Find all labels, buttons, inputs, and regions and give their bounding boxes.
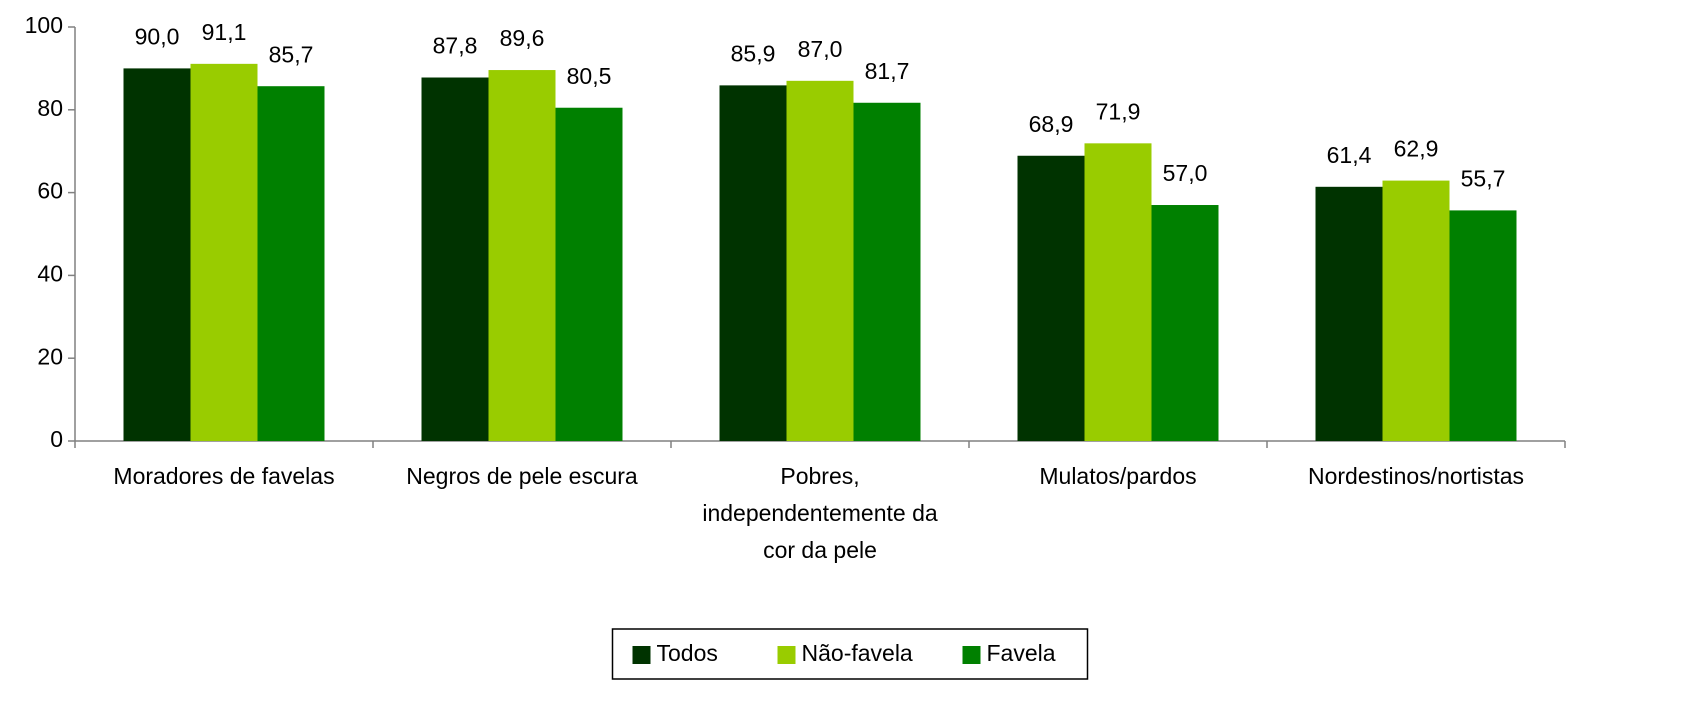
value-label: 55,7 [1461,165,1506,191]
bar [257,86,325,442]
value-label: 80,5 [567,63,612,89]
legend-swatch [962,646,981,664]
value-label: 85,9 [731,40,776,66]
bar [190,63,258,441]
value-label: 57,0 [1163,160,1208,186]
legend-label: Favela [987,640,1056,666]
bar [488,70,556,441]
value-label: 87,0 [798,36,843,62]
legend-label: Todos [657,640,718,666]
bar [786,80,854,441]
bar [1315,186,1383,441]
y-tick-label: 80 [37,95,63,121]
legend-swatch [632,646,651,664]
bar [123,68,191,442]
legend-box [611,628,1089,680]
bar [719,85,787,442]
bar [1017,155,1085,441]
y-tick-label: 40 [37,260,63,286]
value-label: 85,7 [269,41,314,67]
y-tick-label: 100 [25,12,63,38]
legend-label: Não-favela [802,640,913,666]
x-tick-label: Nordestinos/nortistas [1308,463,1524,489]
value-label: 71,9 [1096,98,1141,124]
legend-swatch [777,646,796,664]
value-label: 62,9 [1394,136,1439,162]
value-label: 91,1 [202,19,247,45]
bar [421,77,489,442]
value-label: 87,8 [433,33,478,59]
value-label: 68,9 [1029,111,1074,137]
x-tick-label: Negros de pele escura [406,463,638,489]
y-tick-label: 60 [37,178,63,204]
x-tick-label: Pobres, independentemente da cor da pele [702,463,938,563]
value-label: 90,0 [135,23,180,49]
value-label: 61,4 [1327,142,1372,168]
bar [1449,210,1517,441]
x-tick-label: Moradores de favelas [113,463,334,489]
bar [853,102,921,442]
y-tick-label: 0 [50,426,63,452]
value-label: 81,7 [865,58,910,84]
bar [555,107,623,441]
y-tick-label: 20 [37,343,63,369]
x-tick-label: Mulatos/pardos [1039,463,1196,489]
legend: Todos Não-favela Favela [611,628,1089,680]
bar [1151,205,1219,441]
bar [1382,180,1450,441]
bar [1084,143,1152,442]
value-label: 89,6 [500,25,545,51]
